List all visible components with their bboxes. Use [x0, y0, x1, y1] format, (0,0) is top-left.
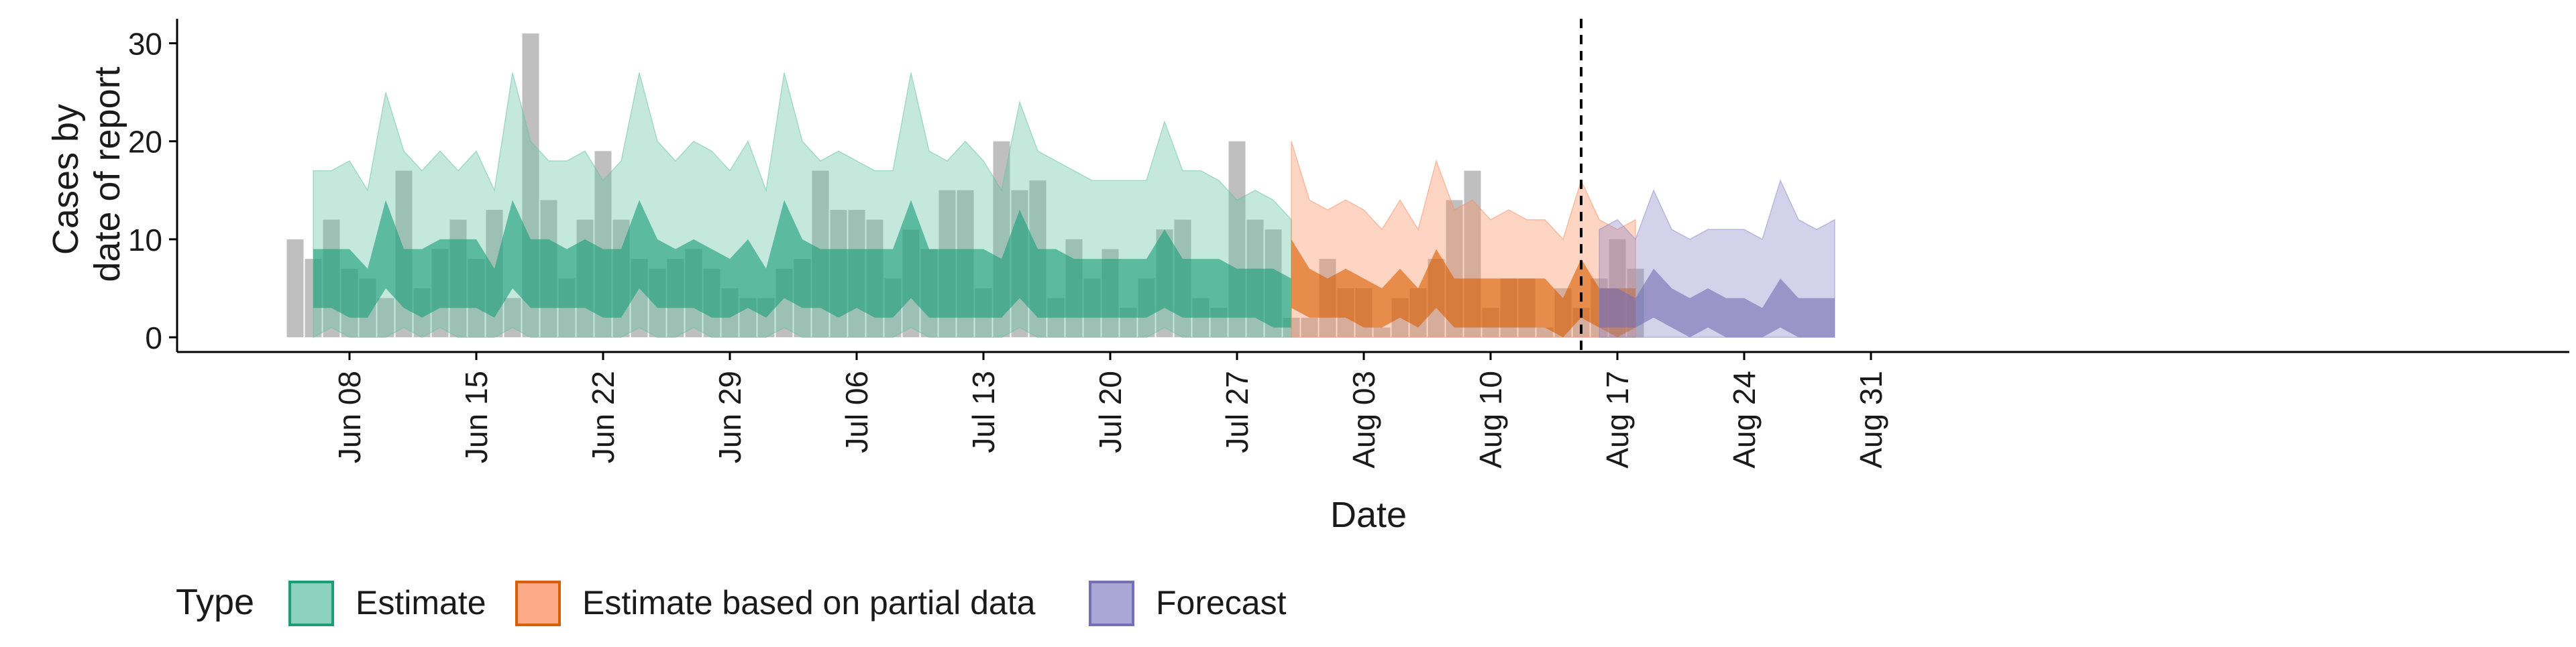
y-axis-label-line-1: Cases by — [46, 104, 86, 255]
y-tick-label: 0 — [145, 320, 162, 355]
y-tick-label: 20 — [128, 125, 162, 160]
legend-label: Forecast — [1156, 584, 1287, 622]
legend-swatch — [288, 581, 334, 626]
y-ticks: 0 10 20 30 — [128, 27, 177, 355]
forecast-inner-band — [1599, 268, 1835, 338]
y-axis-label: Cases by date of report — [46, 66, 127, 282]
x-tick-label: Aug 24 — [1727, 371, 1762, 469]
legend-label: Estimate — [356, 584, 486, 622]
x-tick-label: Jul 13 — [966, 371, 1001, 453]
case-bar — [1536, 327, 1554, 338]
y-tick-label: 30 — [128, 27, 162, 62]
case-bar — [377, 298, 394, 338]
legend-swatch — [515, 581, 561, 626]
legend: Type Estimate Estimate based on partial d… — [176, 581, 1287, 626]
legend-title: Type — [176, 582, 254, 622]
case-bar — [1373, 327, 1391, 338]
x-tick-label: Aug 10 — [1473, 371, 1508, 469]
estimate-bands — [313, 72, 1835, 339]
x-tick-label: Aug 17 — [1600, 371, 1635, 469]
x-tick-label: Jun 29 — [712, 371, 747, 463]
estimate-inner-band — [313, 200, 1291, 328]
case-bar — [286, 239, 304, 338]
legend-label: Estimate based on partial data — [582, 584, 1036, 622]
x-tick-label: Jun 22 — [586, 371, 621, 463]
case-bar — [1301, 317, 1318, 338]
x-tick-label: Aug 31 — [1854, 371, 1888, 469]
x-axis-label: Date — [1330, 495, 1407, 535]
x-ticks: Jun 08 Jun 15 Jun 22 Jun 29 Jul 06 Jul 13 Jul … — [332, 352, 1888, 469]
estimate-based-on-partial-data-inner-band — [1291, 239, 1635, 338]
y-axis-label-line-2: date of report — [87, 66, 127, 282]
x-tick-label: Jun 15 — [459, 371, 494, 463]
x-tick-label: Jul 27 — [1220, 371, 1254, 453]
legend-swatch — [1089, 581, 1134, 626]
y-tick-label: 10 — [128, 223, 162, 257]
x-tick-label: Aug 03 — [1346, 371, 1381, 469]
x-tick-label: Jun 08 — [332, 371, 367, 463]
x-tick-label: Jul 20 — [1093, 371, 1128, 453]
x-tick-label: Jul 06 — [839, 371, 874, 453]
